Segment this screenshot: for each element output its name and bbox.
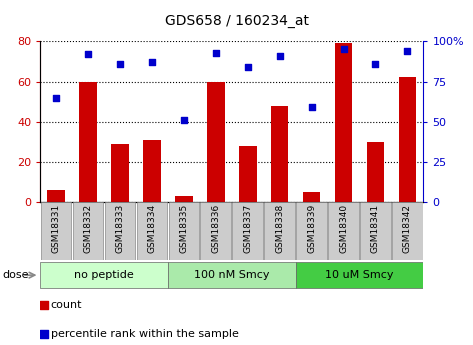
Text: percentile rank within the sample: percentile rank within the sample bbox=[51, 329, 238, 339]
Bar bbox=[137, 203, 167, 260]
Point bbox=[183, 214, 190, 220]
Point bbox=[403, 48, 411, 54]
Text: GSM18340: GSM18340 bbox=[339, 204, 348, 253]
Point bbox=[212, 50, 219, 56]
Bar bbox=[73, 203, 104, 260]
Bar bbox=[40, 262, 168, 288]
Text: GSM18337: GSM18337 bbox=[243, 204, 252, 253]
Bar bbox=[41, 203, 71, 260]
Text: GSM18342: GSM18342 bbox=[403, 204, 412, 253]
Text: GSM18333: GSM18333 bbox=[115, 204, 124, 253]
Text: GSM18341: GSM18341 bbox=[371, 204, 380, 253]
Text: GSM18335: GSM18335 bbox=[179, 204, 188, 253]
Bar bbox=[207, 81, 225, 202]
Point bbox=[180, 117, 188, 123]
Point bbox=[372, 61, 379, 67]
Text: 100 nM Smcy: 100 nM Smcy bbox=[194, 270, 270, 280]
Point bbox=[308, 105, 315, 110]
Bar bbox=[47, 190, 65, 202]
Bar bbox=[175, 196, 193, 202]
Point bbox=[148, 59, 156, 65]
Text: GDS658 / 160234_at: GDS658 / 160234_at bbox=[165, 14, 308, 28]
Bar bbox=[264, 203, 295, 260]
Bar bbox=[328, 203, 359, 260]
Point bbox=[53, 95, 60, 100]
Bar bbox=[296, 262, 423, 288]
Bar bbox=[367, 142, 384, 202]
Bar bbox=[239, 146, 256, 202]
Text: GSM18336: GSM18336 bbox=[211, 204, 220, 253]
Text: GSM18338: GSM18338 bbox=[275, 204, 284, 253]
Point bbox=[84, 51, 92, 57]
Text: GSM18331: GSM18331 bbox=[52, 204, 61, 253]
Bar bbox=[168, 262, 296, 288]
Text: 10 uM Smcy: 10 uM Smcy bbox=[325, 270, 394, 280]
Text: GSM18334: GSM18334 bbox=[148, 204, 157, 253]
Point bbox=[340, 47, 347, 52]
Bar bbox=[79, 81, 97, 202]
Point bbox=[116, 61, 124, 67]
Text: GSM18332: GSM18332 bbox=[84, 204, 93, 253]
Bar bbox=[296, 203, 327, 260]
Bar bbox=[399, 78, 416, 202]
Text: dose: dose bbox=[2, 270, 29, 280]
Text: count: count bbox=[51, 300, 82, 310]
Text: no peptide: no peptide bbox=[74, 270, 134, 280]
Point bbox=[244, 64, 252, 70]
Text: GSM18339: GSM18339 bbox=[307, 204, 316, 253]
Bar bbox=[232, 203, 263, 260]
Bar bbox=[360, 203, 391, 260]
Bar bbox=[105, 203, 135, 260]
Bar bbox=[168, 203, 199, 260]
Bar bbox=[143, 140, 161, 202]
Bar bbox=[271, 106, 289, 202]
Point bbox=[276, 53, 283, 59]
Bar bbox=[111, 144, 129, 202]
Bar bbox=[392, 203, 423, 260]
Bar bbox=[201, 203, 231, 260]
Bar bbox=[303, 192, 320, 202]
Bar bbox=[335, 43, 352, 202]
